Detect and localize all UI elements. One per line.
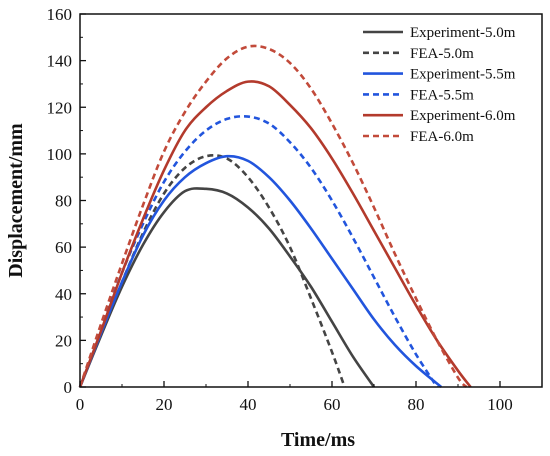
y-tick-label: 20 xyxy=(55,331,72,350)
y-tick-label: 100 xyxy=(47,145,73,164)
x-tick-label: 60 xyxy=(324,395,341,414)
series-line-4 xyxy=(78,114,439,388)
tick-layer: 0 20 40 60 80 100 0 20 40 60 80 100 120 140 160 xyxy=(47,5,513,414)
legend-label-5: Experiment-6.0m xyxy=(410,108,516,124)
series-line-1 xyxy=(78,187,376,388)
legend-label-2: FEA-5.0m xyxy=(410,46,474,62)
y-tick-label: 40 xyxy=(55,285,72,304)
legend: Experiment-5.0m FEA-5.0m Experiment-5.5m FE… xyxy=(363,25,516,145)
legend-label-3: Experiment-5.5m xyxy=(410,67,516,83)
series-line-3 xyxy=(78,154,443,388)
series-line-5 xyxy=(78,80,472,388)
legend-label-1: Experiment-5.0m xyxy=(410,25,516,41)
y-tick-label: 0 xyxy=(64,378,73,397)
y-tick-label: 160 xyxy=(47,5,73,24)
x-tick-label: 0 xyxy=(76,395,85,414)
y-axis-label: Displacement/mm xyxy=(5,123,27,278)
x-tick-label: 20 xyxy=(156,395,173,414)
x-axis-label: Time/ms xyxy=(281,429,355,451)
x-tick-label: 100 xyxy=(487,395,513,414)
y-tick-label: 80 xyxy=(55,192,72,211)
series-line-2 xyxy=(78,154,346,388)
y-tick-label: 140 xyxy=(47,52,73,71)
y-tick-label: 60 xyxy=(55,238,72,257)
x-tick-label: 40 xyxy=(240,395,257,414)
legend-label-4: FEA-5.5m xyxy=(410,87,474,103)
series-layer xyxy=(78,44,472,388)
x-tick-label: 80 xyxy=(408,395,425,414)
legend-label-6: FEA-6.0m xyxy=(410,129,474,145)
series-line-6 xyxy=(78,44,468,388)
y-tick-label: 120 xyxy=(47,98,73,117)
